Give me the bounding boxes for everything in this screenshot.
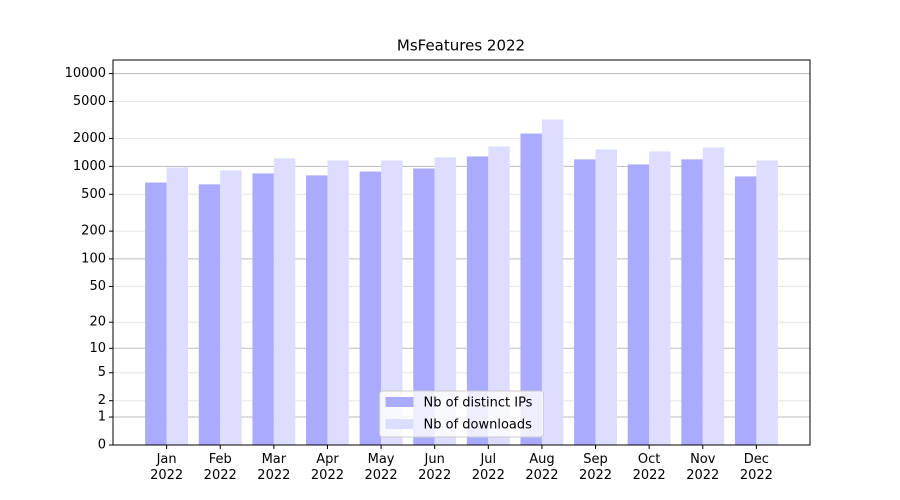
legend-swatch: [385, 397, 414, 407]
y-tick-label: 20: [89, 315, 106, 330]
legend-box: [379, 390, 544, 438]
y-tick-label: 0: [98, 438, 106, 453]
x-tick-label: Mar 2022: [257, 452, 291, 483]
legend-swatch: [385, 419, 414, 429]
bar: [198, 184, 221, 445]
bar: [702, 147, 725, 445]
bar: [381, 160, 403, 445]
legend: Nb of distinct IPs Nb of downloads: [379, 390, 544, 438]
bar: [595, 149, 617, 445]
bar: [627, 164, 650, 445]
x-tick-label: Jun 2022: [418, 452, 452, 483]
bar: [220, 170, 242, 446]
bar: [145, 182, 167, 445]
bar: [359, 171, 382, 445]
bar: [574, 159, 596, 445]
y-tick-label: 100: [81, 251, 106, 266]
y-tick-label: 1: [98, 410, 106, 425]
bar: [488, 146, 510, 445]
x-tick-label: Sep 2022: [578, 452, 613, 483]
x-tick-label: Oct 2022: [632, 452, 666, 483]
y-tick-label: 50: [89, 279, 106, 294]
bar: [520, 133, 542, 446]
x-tick-label: Jul 2022: [471, 452, 505, 483]
y-tick-label: 5000: [73, 94, 106, 109]
bar: [273, 158, 296, 445]
bar: [649, 151, 671, 445]
x-tick-label: Feb 2022: [203, 452, 237, 483]
bar: [327, 160, 349, 445]
bar: [434, 157, 457, 446]
bar: [252, 173, 274, 445]
y-tick-label: 10: [89, 341, 106, 356]
y-tick-label: 1000: [73, 159, 106, 174]
x-tick-label: Apr 2022: [310, 452, 344, 483]
x-tick-label: Aug 2022: [525, 452, 559, 483]
y-tick-label: 10000: [65, 66, 106, 81]
bar: [166, 167, 189, 446]
x-tick-label: Jan 2022: [150, 452, 184, 483]
plot-frame: [112, 59, 811, 446]
bar: [541, 119, 564, 446]
bar: [466, 156, 489, 445]
x-tick-label: May 2022: [364, 452, 398, 483]
y-tick-label: 2: [98, 393, 106, 408]
y-tick-label: 200: [81, 224, 106, 239]
y-tick-label: 5: [98, 365, 106, 380]
y-tick-label: 500: [81, 187, 106, 202]
bar: [681, 159, 703, 445]
bar: [756, 160, 778, 445]
bar: [306, 175, 328, 445]
legend-label: Nb of distinct IPs: [424, 396, 533, 411]
x-tick-label: Nov 2022: [686, 452, 720, 483]
x-tick-label: Dec 2022: [739, 452, 773, 483]
y-tick-label: 2000: [73, 131, 106, 146]
legend-label: Nb of downloads: [424, 418, 533, 433]
chart-title: MsFeatures 2022: [397, 37, 525, 55]
bar: [413, 168, 435, 445]
bar: [734, 176, 757, 445]
